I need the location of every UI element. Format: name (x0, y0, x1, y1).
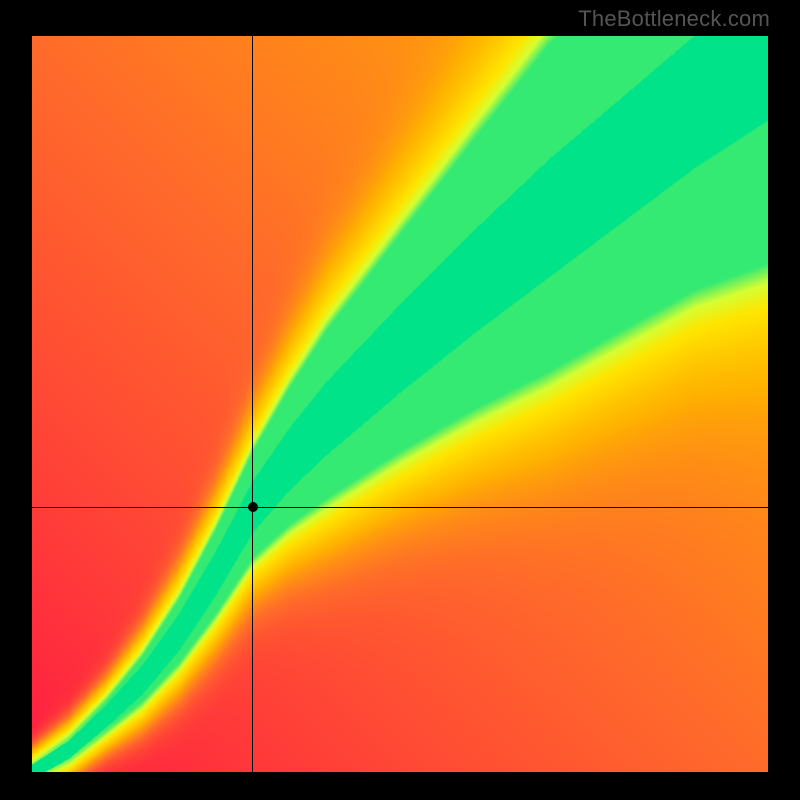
crosshair-horizontal (32, 507, 768, 508)
crosshair-vertical (252, 36, 253, 772)
data-point-marker (248, 502, 258, 512)
heatmap-canvas (32, 36, 768, 772)
heatmap-plot (32, 36, 768, 772)
watermark-text: TheBottleneck.com (578, 6, 770, 32)
chart-frame: TheBottleneck.com (0, 0, 800, 800)
